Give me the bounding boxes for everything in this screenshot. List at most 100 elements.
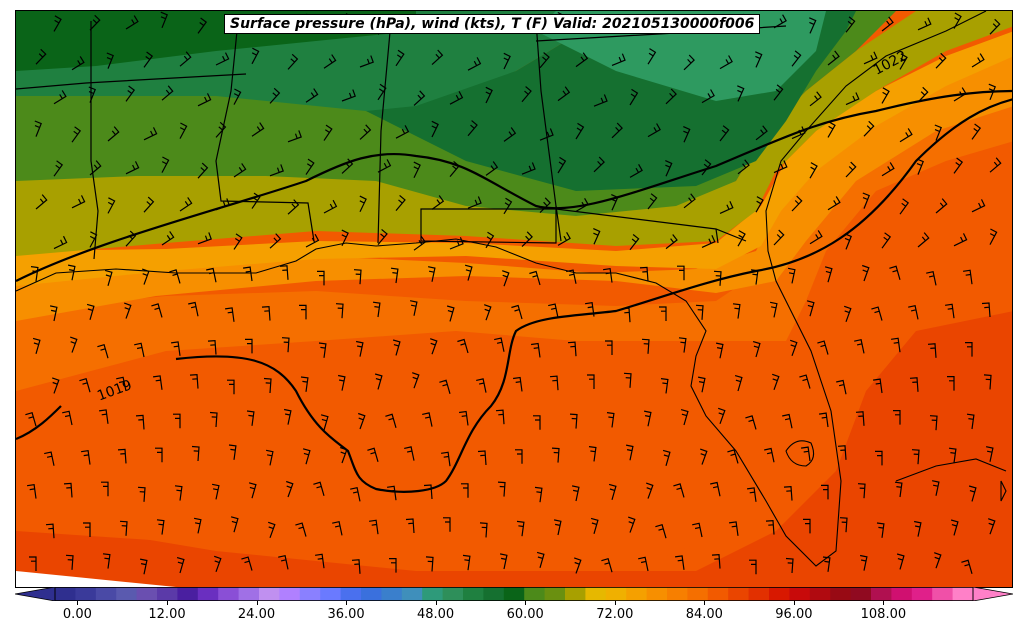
wind-barb xyxy=(263,377,272,394)
wind-barb xyxy=(871,306,883,321)
wind-barb xyxy=(32,337,41,354)
temperature-band xyxy=(16,51,1012,321)
wind-barb xyxy=(209,411,218,428)
wind-barb xyxy=(189,373,199,389)
wind-barb xyxy=(989,157,1002,173)
wind-barb xyxy=(819,412,829,428)
wind-barb xyxy=(787,267,796,284)
wind-barb xyxy=(449,160,460,177)
colorbar-swatch xyxy=(646,587,668,601)
wind-barb xyxy=(881,232,892,249)
wind-barb xyxy=(225,307,235,322)
wind-barb xyxy=(377,83,387,101)
wind-barb xyxy=(729,521,739,536)
weather-map: 1022 1019 xyxy=(15,10,1013,588)
wind-barb xyxy=(431,120,439,138)
wind-barb xyxy=(449,237,464,250)
colorbar-tick-label: 36.00 xyxy=(327,607,365,622)
wind-barb xyxy=(773,84,784,101)
colorbar-swatch xyxy=(157,587,178,601)
wind-barb xyxy=(881,16,894,32)
wind-barb xyxy=(188,301,199,317)
wind-barb xyxy=(431,49,444,66)
wind-barb xyxy=(359,195,367,213)
wind-barb xyxy=(655,523,667,539)
wind-barb xyxy=(323,54,337,69)
wind-barb xyxy=(989,18,1001,35)
colorbar-tick-label: 24.00 xyxy=(237,607,276,622)
wind-barb xyxy=(246,410,255,426)
wind-barb xyxy=(35,194,48,210)
wind-barb xyxy=(755,196,764,213)
colorbar-tick-label: 48.00 xyxy=(416,607,455,622)
wind-barb xyxy=(88,86,96,103)
wind-barb xyxy=(917,17,932,31)
wind-barb xyxy=(836,379,847,395)
wind-barb xyxy=(625,444,634,461)
colorbar-swatch xyxy=(707,587,729,601)
wind-barb xyxy=(701,235,716,248)
wind-barb xyxy=(83,522,91,537)
wind-barb xyxy=(102,553,111,569)
wind-barb xyxy=(647,193,658,210)
colorbar-swatch xyxy=(483,587,505,601)
wind-barb xyxy=(287,130,302,143)
wind-barb xyxy=(539,52,550,69)
wind-barb xyxy=(737,85,745,102)
wind-barb xyxy=(673,483,685,498)
wind-barb xyxy=(315,553,325,569)
wind-barb xyxy=(966,413,975,430)
wind-barb xyxy=(551,447,560,463)
wind-barb xyxy=(822,556,831,572)
wind-barb xyxy=(125,85,136,102)
colorbar-swatch xyxy=(197,587,219,601)
colorbar-swatch xyxy=(340,587,362,601)
wind-barb xyxy=(917,232,930,248)
wind-barb xyxy=(49,305,58,322)
wind-barb xyxy=(665,160,673,177)
wind-barb xyxy=(575,198,589,212)
wind-barb xyxy=(950,519,959,536)
wind-barb xyxy=(916,158,924,175)
gulf-coastline xyxy=(16,11,987,567)
colorbar-tick xyxy=(256,601,258,605)
wind-barb xyxy=(269,164,284,177)
wind-barb xyxy=(44,451,55,466)
wind-barb xyxy=(769,301,778,318)
colorbar-tick xyxy=(346,601,348,605)
wind-barb xyxy=(727,449,739,464)
colorbar-tick-label: 60.00 xyxy=(506,607,544,622)
wind-barb xyxy=(773,160,788,174)
wind-barb xyxy=(606,412,615,428)
coastline-layer xyxy=(16,11,1007,567)
wind-barb xyxy=(97,343,109,359)
wind-barb xyxy=(806,300,815,317)
colorbar-tick-label: 108.00 xyxy=(860,607,907,622)
wind-barb xyxy=(377,228,388,245)
colorbar-tick xyxy=(883,601,885,605)
wind-barb xyxy=(287,199,300,215)
wind-barb xyxy=(623,372,632,388)
colorbar-swatch xyxy=(830,587,852,601)
colorbar-frame xyxy=(54,587,974,601)
wind-barb xyxy=(101,481,109,497)
wind-barb xyxy=(773,229,785,246)
wind-barb xyxy=(935,52,947,69)
colorbar-swatch xyxy=(667,587,688,601)
wind-barb xyxy=(971,123,982,140)
wind-barb xyxy=(350,486,361,502)
no-data-region xyxy=(16,571,176,587)
colorbar-swatch xyxy=(299,587,321,601)
wind-barb xyxy=(827,121,836,138)
colorbar-swatch xyxy=(95,587,117,601)
wind-barb xyxy=(521,86,532,103)
wind-barb xyxy=(332,520,343,536)
wind-barb xyxy=(30,266,39,282)
wind-barb xyxy=(107,126,120,142)
wind-barb xyxy=(485,86,493,104)
temperature-band xyxy=(16,151,1012,556)
wind-barb xyxy=(143,51,154,68)
state-border xyxy=(377,20,392,244)
wind-barb xyxy=(827,50,840,66)
wind-barb xyxy=(494,337,505,352)
